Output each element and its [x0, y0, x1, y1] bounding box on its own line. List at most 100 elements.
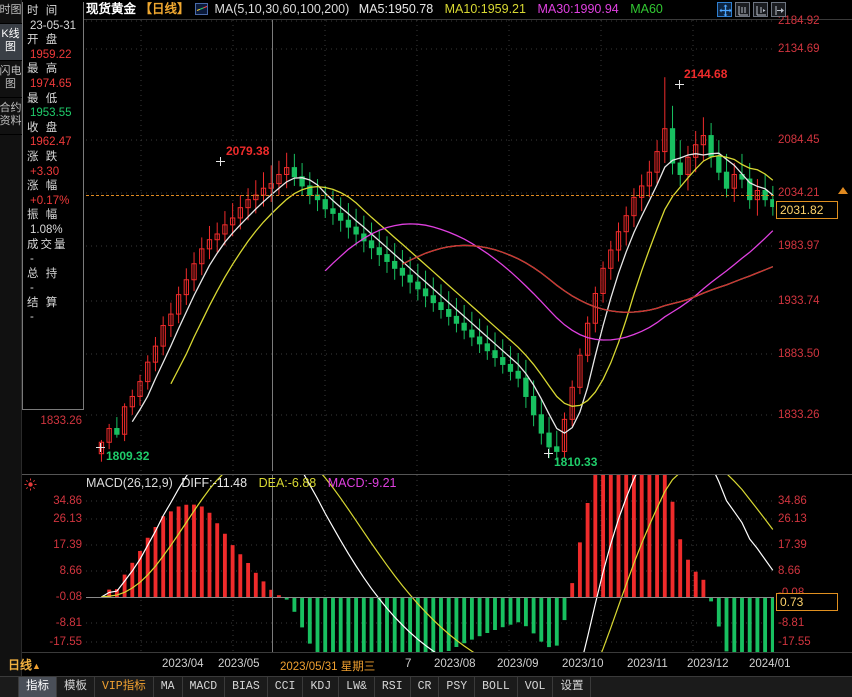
- quote-label: 最 低: [27, 92, 60, 105]
- macd-axis-left: 34.86 26.13 17.39 8.66 -0.08 -8.81 -17.5…: [22, 475, 86, 652]
- tab-label: K线图: [1, 28, 20, 53]
- high-label-2144: 2144.68: [684, 67, 728, 81]
- toolbar-item-template[interactable]: 模板: [57, 677, 95, 697]
- quote-row: -: [27, 252, 80, 267]
- quote-label: 收 盘: [27, 121, 60, 134]
- quote-info-panel: 时 间 23-05-31 开 盘 1959.22 最 高 1974.65 最 低…: [22, 2, 84, 410]
- axis-tick: 2184.92: [778, 15, 820, 27]
- ma10-value: MA10:1959.21: [444, 2, 526, 16]
- toolbar-item-settings[interactable]: 设置: [553, 677, 592, 697]
- measure-vertical-icon[interactable]: [735, 2, 750, 17]
- quote-row: 1.08%: [27, 223, 80, 238]
- toolbar-item-boll[interactable]: BOLL: [475, 677, 518, 697]
- quote-label: 开 盘: [27, 34, 60, 47]
- sidebar-item-lightning-chart[interactable]: 闪电图: [0, 61, 22, 98]
- macd-axis-right[interactable]: 34.86 26.13 17.39 8.66 -0.08 -8.81 -17.5…: [774, 475, 852, 652]
- period-tag[interactable]: 日线▲: [0, 655, 60, 675]
- symbol-name: 现货黄金: [86, 2, 137, 16]
- date-label: 2023/05: [218, 658, 260, 670]
- toolbar-item-ma[interactable]: MA: [154, 677, 183, 697]
- quote-value: 23-05-31: [30, 19, 77, 32]
- sidebar-item-k-line-chart[interactable]: K线图: [0, 24, 22, 61]
- date-label: 2024/01: [749, 658, 791, 670]
- quote-value: 1974.65: [30, 77, 72, 90]
- toolbar-item-cci[interactable]: CCI: [268, 677, 304, 697]
- tab-label: 闪电图: [0, 65, 22, 90]
- quote-value: -: [30, 282, 34, 295]
- macd-chart-pane[interactable]: 34.86 26.13 17.39 8.66 -0.08 -8.81 -17.5…: [22, 474, 852, 652]
- quote-label: 成交量: [27, 238, 68, 251]
- toolbar-item-macd[interactable]: MACD: [183, 677, 226, 697]
- price-up-arrow-icon: [838, 187, 848, 194]
- axis-tick: 8.66: [778, 565, 801, 577]
- high-marker-2079: [216, 157, 225, 166]
- date-label: 2023/10: [562, 658, 604, 670]
- ma30-value: MA30:1990.94: [537, 2, 619, 16]
- quote-label: 总 持: [27, 267, 60, 280]
- toolbar-item-kdj[interactable]: KDJ: [303, 677, 340, 697]
- ma-indicator-icon[interactable]: [195, 3, 208, 15]
- quote-row: 时 间: [27, 4, 80, 19]
- axis-tick: 1883.50: [778, 348, 820, 360]
- quote-row: 涨 幅: [27, 179, 80, 194]
- low-marker-1810: [544, 449, 553, 458]
- quote-row: 最 低: [27, 92, 80, 107]
- date-label: 2023/11: [627, 658, 668, 670]
- quote-value: 1959.22: [30, 48, 72, 61]
- macd-dea: DEA:-6.88: [258, 476, 317, 490]
- price-plot-area[interactable]: 2079.38 2144.68 1809.32 1810.33: [86, 20, 774, 471]
- shift-right-icon[interactable]: [771, 2, 786, 17]
- current-price-box[interactable]: 2031.82: [776, 201, 838, 219]
- toolbar-item-bias[interactable]: BIAS: [225, 677, 268, 697]
- axis-tick: 1833.26: [40, 415, 82, 427]
- macd-plot-area[interactable]: [86, 475, 774, 652]
- date-label-partial: 7: [405, 658, 412, 670]
- toolbar-item-cr[interactable]: CR: [411, 677, 440, 697]
- quote-row: +3.30: [27, 165, 80, 180]
- quote-label: 涨 幅: [27, 180, 60, 193]
- macd-header: MACD(26,12,9) DIFF:-11.48 DEA:-6.88 MACD…: [86, 476, 397, 490]
- period-label: 【日线】: [139, 2, 190, 16]
- quote-row: 成交量: [27, 238, 80, 253]
- tab-label: 合约资料: [0, 102, 22, 127]
- toolbar-item-indicator[interactable]: 指标: [18, 677, 57, 697]
- chart-header: 现货黄金 【日线】 MA(5,10,30,60,100,200) MA5:195…: [86, 0, 852, 19]
- ma5-value: MA5:1950.78: [358, 2, 434, 16]
- axis-tick: 2034.21: [778, 187, 820, 199]
- quote-value: 1962.47: [30, 136, 72, 149]
- toolbar-item-vol[interactable]: VOL: [518, 677, 554, 697]
- axis-tick: 2084.45: [778, 134, 820, 146]
- axis-tick: -17.55: [49, 636, 82, 648]
- toolbar-item-rsi[interactable]: RSI: [375, 677, 411, 697]
- date-label: 2023/09: [497, 658, 539, 670]
- toolbar-item-vip-indicator[interactable]: VIP指标: [95, 677, 154, 697]
- quote-row: -: [27, 310, 80, 325]
- sidebar-item-contract-info[interactable]: 合约资料: [0, 98, 22, 135]
- macd-diff: DIFF:-11.48: [181, 476, 248, 490]
- macd-current-value-box[interactable]: 0.73: [776, 593, 838, 611]
- macd-settings-icon[interactable]: [24, 478, 37, 491]
- price-axis-right[interactable]: 2184.92 2134.69 2084.45 2034.21 1983.97 …: [774, 15, 852, 471]
- quote-row: 1974.65: [27, 77, 80, 92]
- axis-tick: 17.39: [53, 539, 82, 551]
- quote-row: 最 高: [27, 62, 80, 77]
- macd-macd: MACD:-9.21: [327, 476, 397, 490]
- crosshair-move-icon[interactable]: [717, 2, 732, 17]
- axis-tick: 1983.97: [778, 240, 820, 252]
- macd-name: MACD(26,12,9): [86, 476, 173, 490]
- quote-row: 收 盘: [27, 121, 80, 136]
- price-chart-pane[interactable]: 1833.26 2079.38 2144.68 1809.32 1810.33 …: [22, 15, 852, 471]
- toolbar-item-psy[interactable]: PSY: [439, 677, 476, 697]
- measure-range-icon[interactable]: [753, 2, 768, 17]
- quote-label: 最 高: [27, 63, 60, 76]
- quote-label: 涨 跌: [27, 150, 60, 163]
- ma60-value: MA60: [630, 2, 663, 16]
- crosshair-vertical-line: [272, 20, 273, 471]
- ma-params-label: MA(5,10,30,60,100,200): [214, 2, 350, 16]
- quote-value: -: [30, 253, 34, 266]
- toolbar-item-lwr[interactable]: LW&: [339, 677, 375, 697]
- sidebar-item-time-chart[interactable]: 时图: [0, 0, 22, 24]
- quote-row: 1953.55: [27, 106, 80, 121]
- reference-price-line: [86, 195, 774, 196]
- period-tag-label: 日线: [8, 658, 33, 672]
